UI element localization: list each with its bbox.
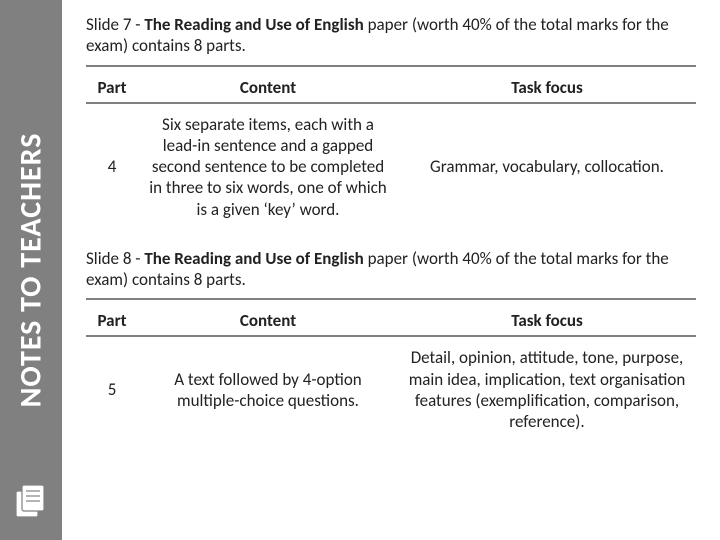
table-row: 4 Six separate items, each with a lead-i… [86,103,696,230]
table-header-row: Part Content Task focus [86,306,696,336]
intro-divider [86,65,696,67]
sidebar-title: NOTES TO TEACHERS [13,133,50,408]
th-content: Content [138,73,398,103]
page: NOTES TO TEACHERS Slide 7 - The Reading … [0,0,720,540]
section-slide-7: Slide 7 - The Reading and Use of English… [86,14,696,230]
stacked-documents-icon [13,481,49,526]
cell-focus: Detail, opinion, attitude, tone, purpose… [398,336,696,442]
cell-content: Six separate items, each with a lead-in … [138,103,398,230]
th-part: Part [86,306,138,336]
cell-part: 5 [86,336,138,442]
table-header-row: Part Content Task focus [86,73,696,103]
intro-prefix: Slide 8 - [86,248,144,269]
intro-bold: The Reading and Use of English [144,248,363,269]
section-slide-8: Slide 8 - The Reading and Use of English… [86,248,696,443]
th-focus: Task focus [398,306,696,336]
th-content: Content [138,306,398,336]
main-content: Slide 7 - The Reading and Use of English… [62,0,720,540]
sidebar: NOTES TO TEACHERS [0,0,62,540]
intro-divider [86,298,696,300]
cell-content: A text followed by 4-option multiple-cho… [138,336,398,442]
intro-text: Slide 7 - The Reading and Use of English… [86,14,696,59]
cell-focus: Grammar, vocabulary, collocation. [398,103,696,230]
intro-text: Slide 8 - The Reading and Use of English… [86,248,696,293]
intro-prefix: Slide 7 - [86,14,144,35]
intro-bold: The Reading and Use of English [144,14,363,35]
th-focus: Task focus [398,73,696,103]
cell-part: 4 [86,103,138,230]
table-row: 5 A text followed by 4-option multiple-c… [86,336,696,442]
parts-table: Part Content Task focus 4 Six separate i… [86,73,696,230]
th-part: Part [86,73,138,103]
parts-table: Part Content Task focus 5 A text followe… [86,306,696,442]
